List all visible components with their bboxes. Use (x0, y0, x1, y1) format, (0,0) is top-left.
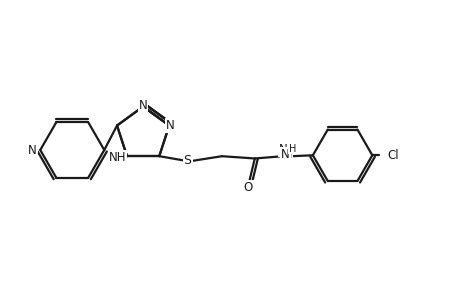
Text: N: N (280, 148, 289, 161)
Text: N: N (28, 143, 37, 157)
Text: S: S (183, 154, 191, 167)
Text: H: H (283, 150, 291, 160)
Text: N: N (165, 119, 174, 132)
Text: N: N (278, 143, 287, 156)
Text: N: N (139, 99, 147, 112)
Text: Cl: Cl (386, 149, 397, 162)
Text: NH: NH (108, 151, 126, 164)
Text: O: O (243, 181, 252, 194)
Text: H: H (288, 144, 295, 154)
